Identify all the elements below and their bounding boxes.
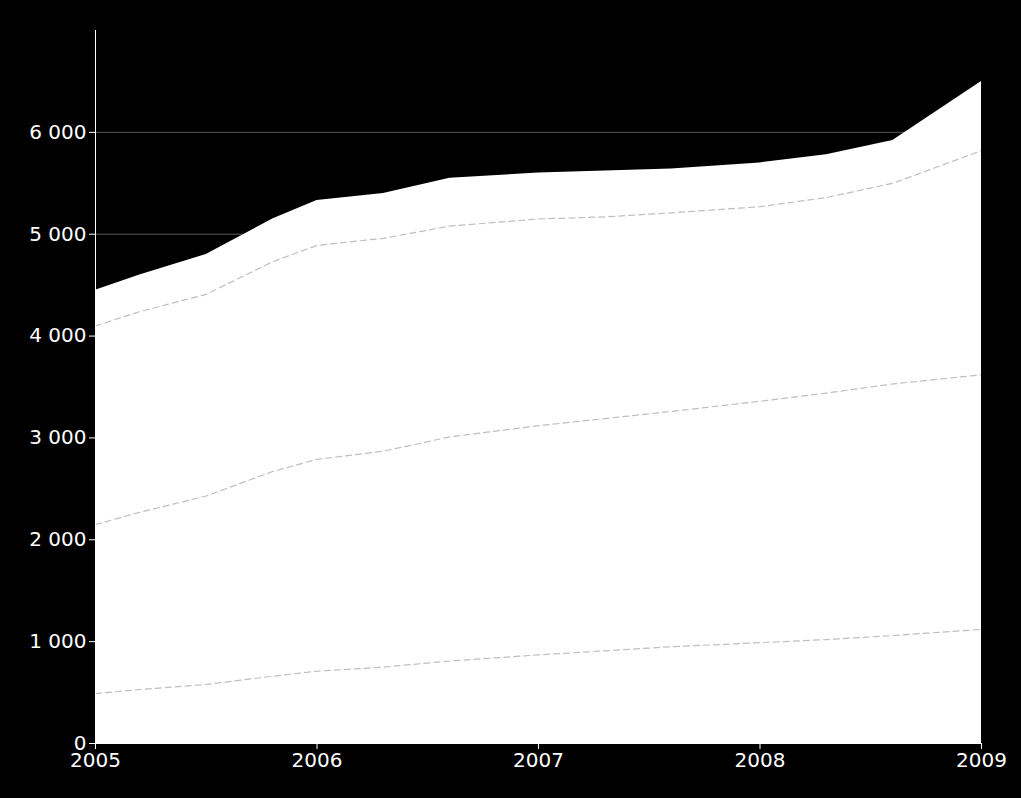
- svg-text:2009: 2009: [956, 748, 1007, 772]
- svg-text:2006: 2006: [292, 748, 343, 772]
- svg-text:5 000: 5 000: [29, 222, 86, 246]
- svg-text:4 000: 4 000: [29, 323, 86, 347]
- svg-text:3 000: 3 000: [29, 425, 86, 449]
- svg-text:6 000: 6 000: [29, 120, 86, 144]
- svg-text:2005: 2005: [70, 748, 121, 772]
- svg-text:2007: 2007: [513, 748, 564, 772]
- svg-text:0: 0: [73, 730, 87, 755]
- svg-text:2 000: 2 000: [29, 527, 86, 551]
- svg-text:1 000: 1 000: [29, 629, 86, 653]
- svg-text:2008: 2008: [735, 748, 786, 772]
